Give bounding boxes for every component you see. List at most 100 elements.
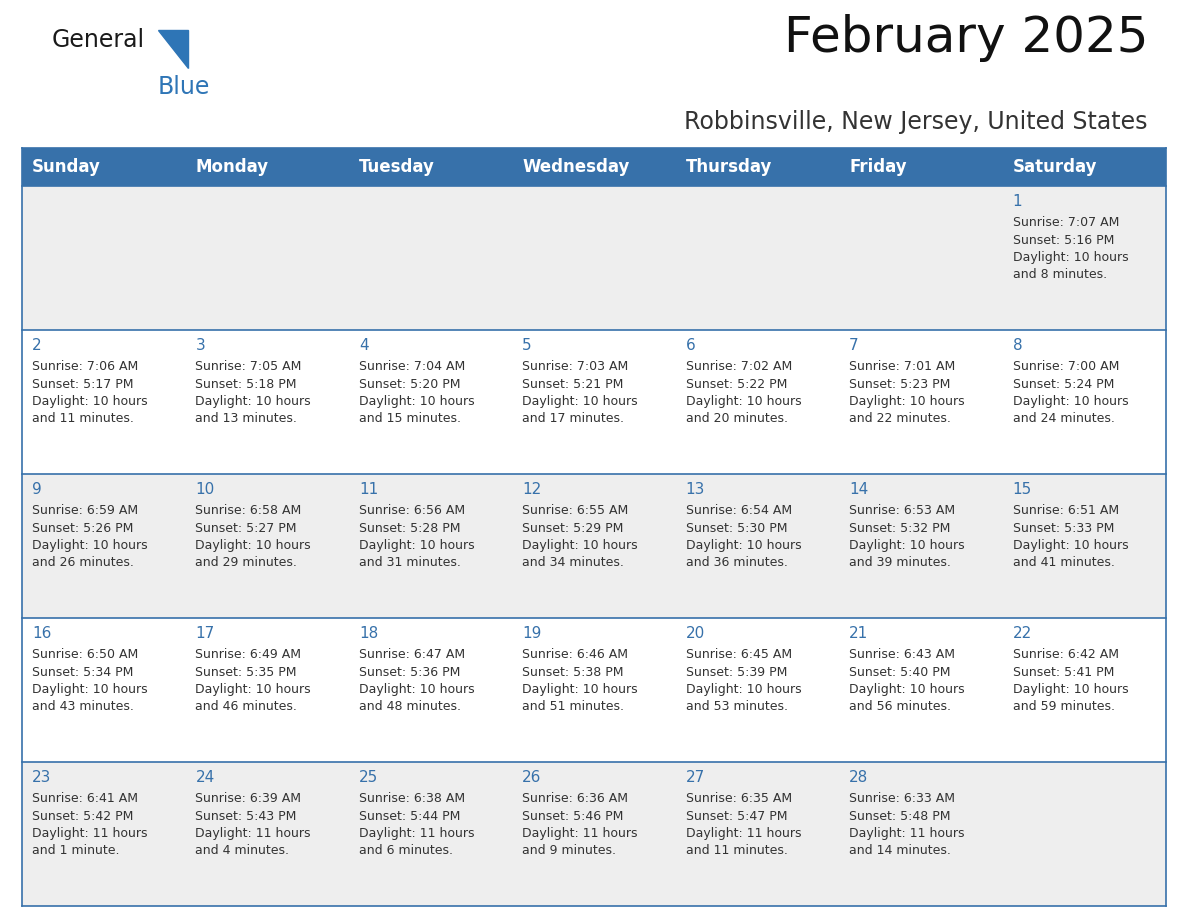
Text: 28: 28 [849, 770, 868, 785]
Text: Sunset: 5:34 PM: Sunset: 5:34 PM [32, 666, 133, 678]
Text: Sunrise: 6:46 AM: Sunrise: 6:46 AM [523, 648, 628, 661]
Text: Sunrise: 6:35 AM: Sunrise: 6:35 AM [685, 792, 792, 805]
Text: Sunset: 5:30 PM: Sunset: 5:30 PM [685, 521, 788, 534]
Text: Sunset: 5:32 PM: Sunset: 5:32 PM [849, 521, 950, 534]
Text: Daylight: 10 hours: Daylight: 10 hours [1012, 251, 1129, 264]
Text: Sunrise: 7:01 AM: Sunrise: 7:01 AM [849, 360, 955, 373]
Text: Sunrise: 7:04 AM: Sunrise: 7:04 AM [359, 360, 466, 373]
Text: Thursday: Thursday [685, 158, 772, 176]
Bar [1003, 330, 1165, 474]
Text: Sunset: 5:16 PM: Sunset: 5:16 PM [1012, 233, 1114, 247]
Text: 2: 2 [32, 338, 42, 353]
Text: Sunset: 5:46 PM: Sunset: 5:46 PM [523, 810, 624, 823]
Bar [512, 330, 676, 474]
Text: 22: 22 [1012, 626, 1032, 641]
Text: Sunrise: 7:07 AM: Sunrise: 7:07 AM [1012, 216, 1119, 229]
Text: Wednesday: Wednesday [523, 158, 630, 176]
Bar [839, 330, 1003, 474]
Bar [839, 618, 1003, 762]
Text: and 59 minutes.: and 59 minutes. [1012, 700, 1114, 713]
Bar [185, 186, 349, 330]
Text: Sunrise: 6:33 AM: Sunrise: 6:33 AM [849, 792, 955, 805]
Text: Sunrise: 6:43 AM: Sunrise: 6:43 AM [849, 648, 955, 661]
Text: and 6 minutes.: and 6 minutes. [359, 845, 453, 857]
Text: and 13 minutes.: and 13 minutes. [196, 412, 297, 426]
Text: Sunset: 5:48 PM: Sunset: 5:48 PM [849, 810, 950, 823]
Text: Daylight: 11 hours: Daylight: 11 hours [523, 827, 638, 840]
Bar [512, 186, 676, 330]
Text: 7: 7 [849, 338, 859, 353]
Text: Daylight: 10 hours: Daylight: 10 hours [849, 683, 965, 696]
Text: and 11 minutes.: and 11 minutes. [32, 412, 134, 426]
Bar [1003, 186, 1165, 330]
Bar [23, 186, 185, 330]
Text: Sunrise: 6:38 AM: Sunrise: 6:38 AM [359, 792, 465, 805]
Bar [23, 330, 185, 474]
Text: and 41 minutes.: and 41 minutes. [1012, 556, 1114, 569]
Text: Sunset: 5:33 PM: Sunset: 5:33 PM [1012, 521, 1114, 534]
Text: 19: 19 [523, 626, 542, 641]
Text: Daylight: 11 hours: Daylight: 11 hours [359, 827, 474, 840]
Text: Sunrise: 7:02 AM: Sunrise: 7:02 AM [685, 360, 792, 373]
Bar [23, 474, 185, 618]
Text: Daylight: 10 hours: Daylight: 10 hours [849, 539, 965, 552]
Text: Daylight: 10 hours: Daylight: 10 hours [359, 539, 474, 552]
Text: Robbinsville, New Jersey, United States: Robbinsville, New Jersey, United States [684, 110, 1148, 134]
Text: Sunrise: 6:50 AM: Sunrise: 6:50 AM [32, 648, 138, 661]
Text: Sunset: 5:29 PM: Sunset: 5:29 PM [523, 521, 624, 534]
Text: Daylight: 11 hours: Daylight: 11 hours [685, 827, 801, 840]
Text: Sunrise: 6:47 AM: Sunrise: 6:47 AM [359, 648, 465, 661]
Bar [676, 762, 839, 906]
Bar [839, 474, 1003, 618]
Text: Sunrise: 6:58 AM: Sunrise: 6:58 AM [196, 504, 302, 517]
Text: Daylight: 10 hours: Daylight: 10 hours [523, 683, 638, 696]
Bar [512, 474, 676, 618]
Text: and 17 minutes.: and 17 minutes. [523, 412, 624, 426]
Text: and 8 minutes.: and 8 minutes. [1012, 268, 1107, 282]
Text: 21: 21 [849, 626, 868, 641]
Text: 11: 11 [359, 482, 378, 497]
Bar [1003, 474, 1165, 618]
Text: 26: 26 [523, 770, 542, 785]
Text: and 51 minutes.: and 51 minutes. [523, 700, 624, 713]
Text: Daylight: 11 hours: Daylight: 11 hours [32, 827, 147, 840]
Text: 15: 15 [1012, 482, 1032, 497]
Text: and 22 minutes.: and 22 minutes. [849, 412, 952, 426]
Text: February 2025: February 2025 [784, 14, 1148, 62]
Text: and 1 minute.: and 1 minute. [32, 845, 120, 857]
Bar [839, 762, 1003, 906]
Text: Sunrise: 6:56 AM: Sunrise: 6:56 AM [359, 504, 465, 517]
Bar [676, 474, 839, 618]
Text: Daylight: 10 hours: Daylight: 10 hours [359, 683, 474, 696]
Text: Daylight: 10 hours: Daylight: 10 hours [196, 539, 311, 552]
Text: 20: 20 [685, 626, 704, 641]
Text: 16: 16 [32, 626, 51, 641]
Text: 12: 12 [523, 482, 542, 497]
Text: and 36 minutes.: and 36 minutes. [685, 556, 788, 569]
Text: and 4 minutes.: and 4 minutes. [196, 845, 290, 857]
Text: Sunrise: 6:41 AM: Sunrise: 6:41 AM [32, 792, 138, 805]
Text: Sunrise: 6:45 AM: Sunrise: 6:45 AM [685, 648, 792, 661]
Bar [1003, 762, 1165, 906]
Text: Daylight: 10 hours: Daylight: 10 hours [1012, 395, 1129, 408]
Bar [676, 186, 839, 330]
Text: Sunrise: 6:36 AM: Sunrise: 6:36 AM [523, 792, 628, 805]
Text: Daylight: 10 hours: Daylight: 10 hours [196, 683, 311, 696]
Text: and 34 minutes.: and 34 minutes. [523, 556, 624, 569]
Text: Sunset: 5:17 PM: Sunset: 5:17 PM [32, 377, 133, 390]
Text: Daylight: 10 hours: Daylight: 10 hours [523, 395, 638, 408]
Text: Monday: Monday [196, 158, 268, 176]
Text: and 48 minutes.: and 48 minutes. [359, 700, 461, 713]
Text: Sunrise: 7:03 AM: Sunrise: 7:03 AM [523, 360, 628, 373]
Text: General: General [52, 28, 145, 52]
Text: Saturday: Saturday [1012, 158, 1097, 176]
Text: Sunset: 5:35 PM: Sunset: 5:35 PM [196, 666, 297, 678]
Bar [349, 330, 512, 474]
Text: and 53 minutes.: and 53 minutes. [685, 700, 788, 713]
Bar [185, 618, 349, 762]
Text: Daylight: 10 hours: Daylight: 10 hours [196, 395, 311, 408]
Text: 8: 8 [1012, 338, 1022, 353]
Text: and 24 minutes.: and 24 minutes. [1012, 412, 1114, 426]
Text: Friday: Friday [849, 158, 906, 176]
Bar [349, 762, 512, 906]
